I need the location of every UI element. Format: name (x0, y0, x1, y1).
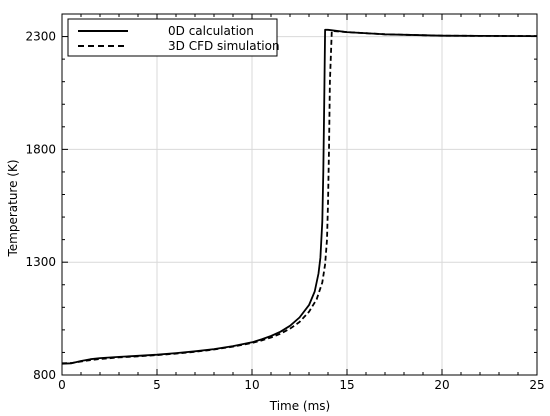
y-axis-title: Temperature (K) (6, 159, 20, 257)
x-axis-title: Time (ms) (269, 399, 331, 413)
legend-label-3d: 3D CFD simulation (168, 39, 280, 53)
x-tick-label: 20 (434, 378, 449, 392)
series-line-3d-cfd-simulation (61, 29, 538, 365)
x-tick-label: 25 (529, 378, 544, 392)
x-tick-label: 0 (58, 378, 66, 392)
y-tick-label: 800 (33, 368, 56, 382)
x-tick-label: 15 (339, 378, 354, 392)
y-tick-label: 1800 (25, 142, 56, 156)
legend: 0D calculation 3D CFD simulation (67, 18, 280, 57)
y-tick-label: 1300 (25, 255, 56, 269)
y-tick-label: 2300 (25, 30, 56, 44)
legend-label-0d: 0D calculation (168, 24, 254, 38)
series-layer (61, 28, 538, 365)
axis-ticks (61, 13, 538, 376)
legend-box (67, 18, 278, 57)
x-tick-label: 5 (153, 378, 161, 392)
series-line-0d-calculation (61, 28, 538, 365)
x-tick-label: 10 (244, 378, 259, 392)
tick-labels: 0 5 10 15 20 25 800 1300 1800 2300 (25, 30, 544, 392)
